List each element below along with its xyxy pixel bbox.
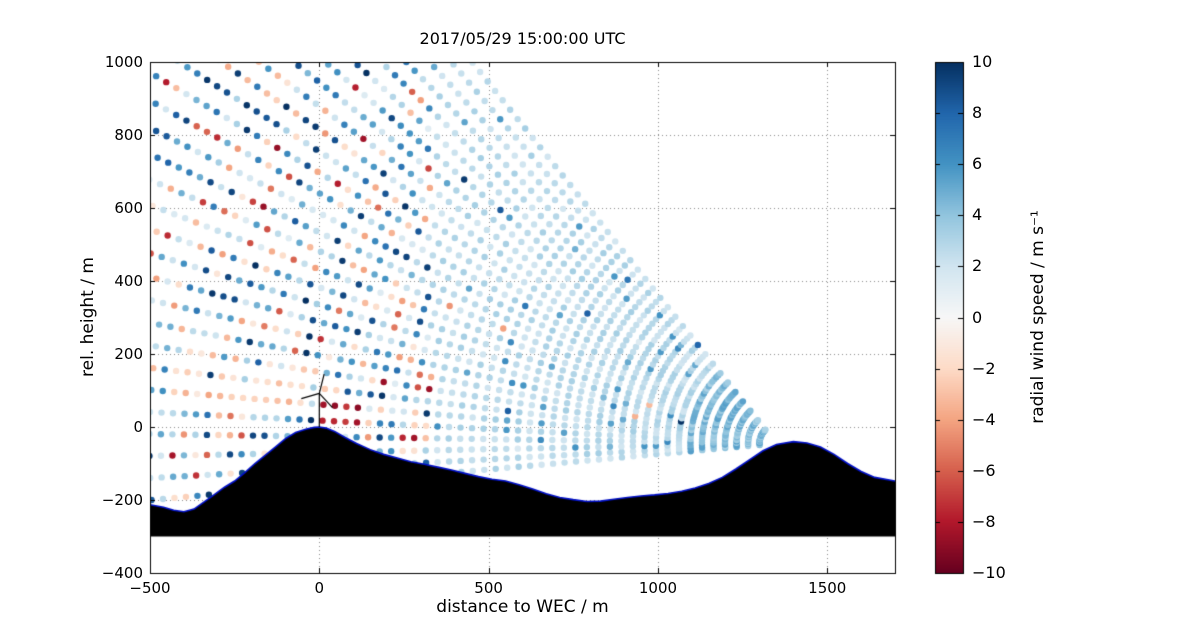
colorbar-tick-label: 0 — [972, 307, 983, 327]
y-tick-label: 400 — [114, 272, 143, 290]
colorbar-label: radial wind speed / m s⁻¹ — [1028, 210, 1048, 424]
y-tick-label: −400 — [101, 564, 143, 582]
y-tick-label: −200 — [101, 491, 143, 509]
colorbar-tick-label: −10 — [972, 563, 1006, 582]
colorbar-tick-label: −6 — [972, 460, 996, 480]
x-tick-label: 500 — [474, 579, 503, 597]
x-tick-label: −500 — [129, 579, 171, 597]
y-tick-label: 200 — [114, 345, 143, 363]
colorbar-tick-label: −4 — [972, 409, 996, 429]
y-tick-label: 1000 — [104, 53, 143, 71]
colorbar-tick-label: 10 — [972, 52, 993, 71]
x-tick-label: 1500 — [808, 579, 847, 597]
x-axis-label: distance to WEC / m — [436, 597, 609, 617]
colorbar-tick-label: 6 — [972, 154, 983, 174]
x-tick-label: 0 — [314, 579, 325, 597]
y-tick-label: 0 — [133, 418, 143, 436]
colorbar-tick-label: −2 — [972, 358, 996, 378]
colorbar-tick-label: 4 — [972, 205, 983, 225]
colorbar-tick-label: 2 — [972, 256, 983, 276]
chart-title: 2017/05/29 15:00:00 UTC — [419, 29, 626, 48]
y-tick-label: 800 — [114, 126, 143, 144]
y-tick-label: 600 — [114, 199, 143, 217]
colorbar-tick-label: 8 — [972, 103, 983, 123]
colorbar-tick-label: −8 — [972, 511, 996, 531]
x-tick-label: 1000 — [638, 579, 678, 597]
